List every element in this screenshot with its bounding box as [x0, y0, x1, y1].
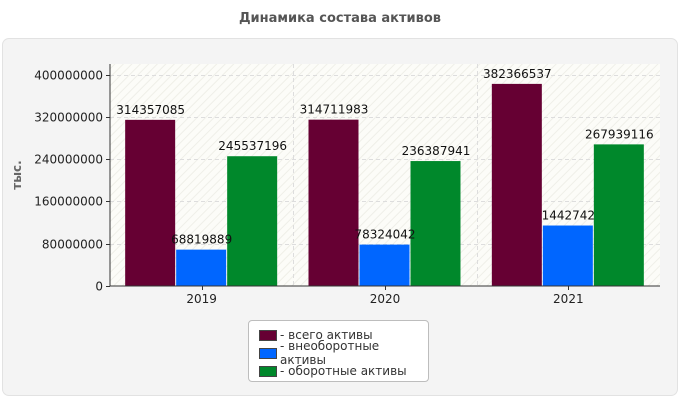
bar-внеоборотные-активы-2020	[359, 244, 410, 286]
data-label: 245537196	[218, 139, 287, 153]
data-label: 68819889	[171, 233, 232, 247]
data-label: 382366537	[483, 67, 552, 81]
legend-label-total-assets: - всего активы	[280, 328, 373, 342]
x-tick-label: 2019	[186, 292, 217, 306]
data-label: 78324042	[354, 228, 415, 242]
data-label-layer: 314357085 68819889 245537196 314711983 78324…	[116, 67, 653, 247]
bar-всего-активы-2021	[491, 83, 542, 287]
y-tick-label: 320000000	[34, 111, 103, 125]
x-tick-label: 2020	[370, 292, 401, 306]
bar-внеоборотные-активы-2019	[176, 249, 227, 286]
data-label: 314711983	[300, 103, 369, 117]
y-axis-title: тыс.	[10, 160, 24, 189]
y-tick-label: 400000000	[34, 69, 103, 83]
data-label: 267939116	[585, 127, 654, 141]
y-tick-label: 240000000	[34, 153, 103, 167]
axis-layer: 0 80000000 160000000 240000000 320000000 4000…	[34, 64, 660, 306]
data-label: 314357085	[116, 103, 185, 117]
y-tick-label: 0	[95, 280, 103, 294]
legend-item-total-assets: - всего активы	[259, 326, 428, 344]
bar-оборотные-активы-2019	[227, 156, 278, 286]
data-label: 1442742	[542, 209, 595, 223]
legend-item-noncurrent-assets: - внеоборотные активы	[259, 339, 428, 367]
bar-всего-активы-2019	[125, 119, 176, 286]
legend-item-current-assets: - оборотные активы	[259, 362, 428, 380]
x-tick-label: 2021	[553, 292, 584, 306]
bar-оборотные-активы-2021	[593, 144, 644, 286]
legend-label-current-assets: - оборотные активы	[280, 364, 407, 378]
data-label: 236387941	[402, 144, 471, 158]
bar-оборотные-активы-2020	[410, 161, 461, 286]
legend-swatch-current-assets	[259, 365, 277, 377]
legend-swatch-total-assets	[259, 329, 277, 341]
legend-swatch-noncurrent-assets	[259, 347, 277, 359]
y-tick-label: 80000000	[42, 238, 103, 252]
chart-legend: - всего активы - внеоборотные активы - о…	[248, 320, 429, 382]
bar-всего-активы-2020	[308, 119, 359, 286]
legend-label-noncurrent-assets: - внеоборотные активы	[280, 339, 380, 367]
bar-layer	[125, 83, 644, 287]
y-tick-label: 160000000	[34, 195, 103, 209]
bar-внеоборотные-активы-2021	[542, 225, 593, 286]
chart-title: Динамика состава активов	[238, 11, 442, 26]
